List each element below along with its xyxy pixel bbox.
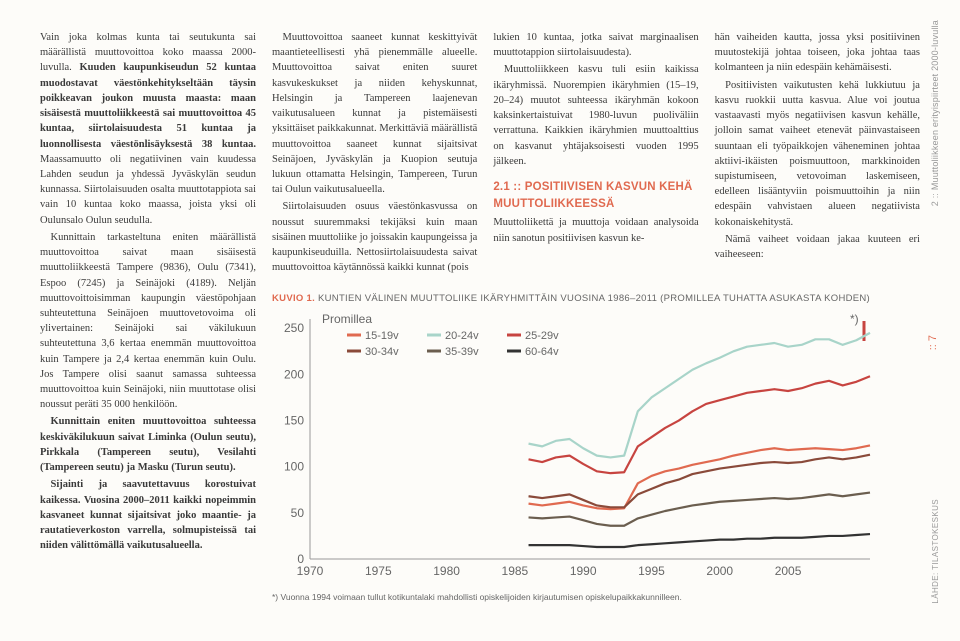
svg-text:1980: 1980 (433, 564, 460, 578)
svg-text:2005: 2005 (775, 564, 802, 578)
c4-p2: Positiivisten vaikutusten kehä lukkiutuu… (715, 78, 920, 230)
svg-text:Promillea: Promillea (322, 312, 372, 326)
page: 2 :: Muuttoliikkeen erityispiirteet 2000… (40, 30, 920, 604)
svg-text:*): *) (850, 312, 859, 326)
svg-text:1975: 1975 (365, 564, 392, 578)
svg-text:2000: 2000 (706, 564, 733, 578)
svg-text:30-34v: 30-34v (365, 346, 399, 358)
c1-p4: Sijainti ja saavutettavuus korostuivat k… (40, 477, 256, 553)
c1-p1: Vain joka kolmas kunta tai seutukunta sa… (40, 30, 256, 228)
svg-text:50: 50 (291, 506, 305, 520)
chart-title-text: KUNTIEN VÄLINEN MUUTTOLIIKE IKÄRYHMITTÄI… (315, 293, 870, 304)
side-running-head: 2 :: Muuttoliikkeen erityispiirteet 2000… (929, 20, 942, 206)
svg-text:1990: 1990 (570, 564, 597, 578)
chart-title: KUVIO 1. KUNTIEN VÄLINEN MUUTTOLIIKE IKÄ… (272, 292, 920, 306)
svg-text:1985: 1985 (502, 564, 529, 578)
svg-text:200: 200 (284, 368, 304, 382)
svg-text:100: 100 (284, 460, 304, 474)
svg-text:1970: 1970 (297, 564, 324, 578)
svg-text:150: 150 (284, 414, 304, 428)
c1-p1c: Maassamuutto oli negatiivinen vain kuude… (40, 154, 256, 226)
c2-p2: Siirtolaisuuden osuus väestönkasvussa on… (272, 199, 477, 275)
c1-p1b: Kuuden kaupunkiseudun 52 kuntaa muodosta… (40, 62, 256, 149)
chart-svg: 0501001502002501970197519801985199019952… (272, 309, 892, 589)
svg-text:250: 250 (284, 321, 304, 335)
c3-p3: Muuttoliikettä ja muuttoja voidaan analy… (493, 215, 698, 245)
c1-p3: Kunnittain eniten muuttovoittoa suhteess… (40, 414, 256, 475)
column-1: Vain joka kolmas kunta tai seutukunta sa… (40, 30, 256, 604)
page-number: :: 7 (926, 335, 942, 350)
c3-p1: lukien 10 kuntaa, jotka saivat marginaal… (493, 30, 698, 60)
svg-text:25-29v: 25-29v (525, 330, 559, 342)
svg-text:20-24v: 20-24v (445, 330, 479, 342)
svg-text:1995: 1995 (638, 564, 665, 578)
chart-label-kuvio: KUVIO 1. (272, 293, 315, 304)
chart-container: 0501001502002501970197519801985199019952… (272, 309, 920, 589)
svg-text:35-39v: 35-39v (445, 346, 479, 358)
column-4: hän vaiheiden kautta, jossa yksi positii… (715, 30, 920, 278)
chart-source: LÄHDE: TILASTOKESKUS (930, 499, 942, 604)
svg-text:60-64v: 60-64v (525, 346, 559, 358)
c4-p3: Nämä vaiheet voidaan jakaa kuuteen eri v… (715, 232, 920, 262)
column-3: lukien 10 kuntaa, jotka saivat marginaal… (493, 30, 698, 278)
c4-p1: hän vaiheiden kautta, jossa yksi positii… (715, 30, 920, 76)
c2-p1: Muuttovoittoa saaneet kunnat keskittyivä… (272, 30, 477, 197)
column-2: Muuttovoittoa saaneet kunnat keskittyivä… (272, 30, 477, 278)
svg-text:15-19v: 15-19v (365, 330, 399, 342)
c1-p2: Kunnittain tarkasteltuna eniten määrälli… (40, 230, 256, 413)
c3-p2: Muuttoliikkeen kasvu tuli esiin kaikissa… (493, 62, 698, 169)
section-heading-2-1: 2.1 :: POSITIIVISEN KASVUN KEHÄ MUUTTOLI… (493, 179, 698, 212)
chart-footnote: *) Vuonna 1994 voimaan tullut kotikuntal… (272, 591, 920, 603)
columns-right-wrap: Muuttovoittoa saaneet kunnat keskittyivä… (272, 30, 920, 604)
